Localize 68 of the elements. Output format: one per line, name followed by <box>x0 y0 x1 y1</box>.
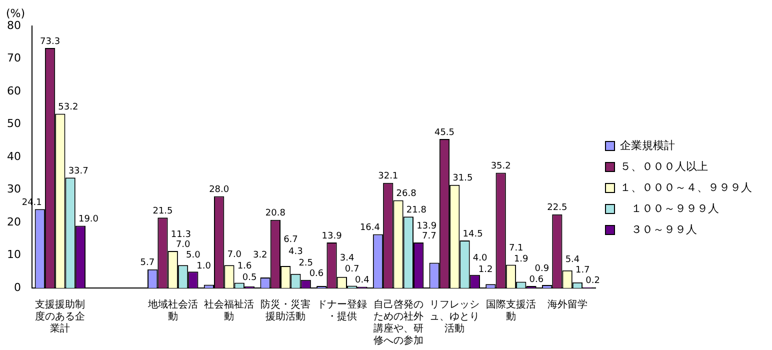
data-label: 0.7 <box>344 264 360 275</box>
data-label: 11.3 <box>170 230 191 240</box>
data-label: 13.9 <box>322 231 342 242</box>
legend-label: ３０～９９人 <box>620 222 697 236</box>
y-tick-label: 60 <box>6 84 21 98</box>
x-tick-label: 地域社会活動 <box>146 298 198 323</box>
data-label: 16.4 <box>360 223 380 234</box>
y-tick-label: 0 <box>14 280 21 294</box>
data-label: 1.7 <box>575 265 590 276</box>
y-tick-label: 20 <box>6 215 21 228</box>
data-label: 1.9 <box>514 254 529 265</box>
data-label: 26.8 <box>396 189 417 200</box>
y-tick-label: 30 <box>6 182 21 196</box>
data-label: 7.1 <box>508 244 524 254</box>
data-label: 4.0 <box>472 254 488 264</box>
data-label: 0.4 <box>355 276 370 286</box>
y-axis-title: (%) <box>6 6 26 20</box>
legend-label: １００～９９９人 <box>620 202 719 215</box>
data-label: 7.0 <box>227 250 242 260</box>
x-tick-label: 国際支援活動 <box>486 298 536 323</box>
data-label: 7.7 <box>422 232 436 242</box>
x-tick-label: リフレッシュ、ゆとり活動 <box>430 300 480 335</box>
y-tick-label: 80 <box>6 18 21 32</box>
data-label: 3.4 <box>340 254 355 264</box>
data-label: 13.9 <box>416 221 437 232</box>
data-label: 22.5 <box>547 203 568 214</box>
data-label: 21.5 <box>152 206 173 216</box>
data-label: 14.5 <box>462 229 483 240</box>
data-label: 53.2 <box>58 102 78 113</box>
legend-label: １、０００～４、９９９人 <box>620 180 752 194</box>
data-label: 31.5 <box>452 174 473 184</box>
data-label: 1.6 <box>237 262 252 272</box>
data-label: 2.5 <box>298 258 314 269</box>
data-label: 20.8 <box>265 208 286 219</box>
x-tick-label: ドナー登録・提供 <box>316 298 367 323</box>
x-tick-label: 社会福祉活動 <box>204 298 254 323</box>
data-label: 4.3 <box>288 246 303 257</box>
data-label: 1.2 <box>478 264 493 275</box>
y-tick-label: 50 <box>6 117 21 130</box>
data-label: 33.7 <box>68 166 88 176</box>
data-label: 0.5 <box>242 273 257 284</box>
data-label: 0.6 <box>309 268 324 279</box>
x-tick-label: 防災・災害援助活動 <box>260 298 311 323</box>
y-tick-label: 40 <box>6 150 21 163</box>
legend-label: ５、０００人以上 <box>620 160 708 173</box>
data-label: 1.0 <box>196 262 212 272</box>
data-label: 5.7 <box>140 258 155 268</box>
data-label: 19.0 <box>78 214 99 225</box>
x-tick-label: 支援援助制度のある企業計 <box>35 298 86 335</box>
legend-label: 企業規模計 <box>620 138 675 152</box>
data-label: 21.8 <box>406 205 427 216</box>
data-label: 5.0 <box>186 250 201 260</box>
data-label: 7.0 <box>176 240 190 250</box>
x-tick-label: 海外留学 <box>547 298 588 311</box>
y-tick-label: 70 <box>6 52 21 65</box>
x-tick-label: 自己啓発のための社外講座や、研修への参加 <box>373 298 424 347</box>
data-label: 45.5 <box>434 128 455 138</box>
data-label: 28.0 <box>209 185 230 196</box>
data-label: 0.9 <box>534 264 550 274</box>
data-label: 32.1 <box>378 172 398 182</box>
data-label: 6.7 <box>284 234 298 245</box>
data-label: 0.2 <box>586 276 600 286</box>
data-label: 3.2 <box>252 250 268 260</box>
data-label: 35.2 <box>490 162 511 172</box>
y-tick-label: 10 <box>6 248 21 262</box>
data-label: 5.4 <box>565 255 580 266</box>
data-label: 73.3 <box>40 36 60 47</box>
data-label: 0.6 <box>529 274 544 285</box>
